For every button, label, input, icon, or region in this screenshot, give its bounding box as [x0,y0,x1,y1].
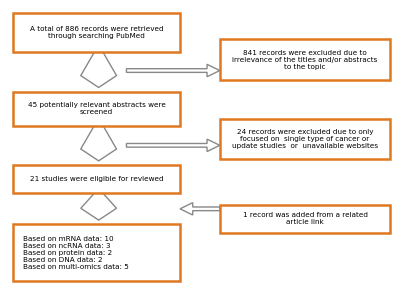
Polygon shape [126,139,220,152]
Polygon shape [81,126,116,161]
FancyBboxPatch shape [220,205,390,233]
Text: 841 records were excluded due to
irrelevance of the titles and/or abstracts
to t: 841 records were excluded due to irrelev… [232,50,378,70]
Polygon shape [81,193,116,220]
Text: 24 records were excluded due to only
focused on  single type of cancer or
update: 24 records were excluded due to only foc… [232,129,378,149]
Text: Based on mRNA data: 10
Based on ncRNA data: 3
Based on protein data: 2
Based on : Based on mRNA data: 10 Based on ncRNA da… [23,236,129,270]
Polygon shape [180,203,220,215]
FancyBboxPatch shape [13,165,180,193]
FancyBboxPatch shape [13,92,180,126]
Text: 45 potentially relevant abstracts were
screened: 45 potentially relevant abstracts were s… [28,102,166,115]
Polygon shape [126,64,220,77]
FancyBboxPatch shape [220,40,390,80]
Text: 21 studies were eligible for reviewed: 21 studies were eligible for reviewed [30,176,164,182]
FancyBboxPatch shape [220,119,390,159]
FancyBboxPatch shape [13,13,180,52]
Polygon shape [81,52,116,87]
FancyBboxPatch shape [13,224,180,281]
Text: 1 record was added from a related
article link: 1 record was added from a related articl… [243,212,368,225]
Text: A total of 886 records were retrieved
through searching PubMed: A total of 886 records were retrieved th… [30,26,164,39]
